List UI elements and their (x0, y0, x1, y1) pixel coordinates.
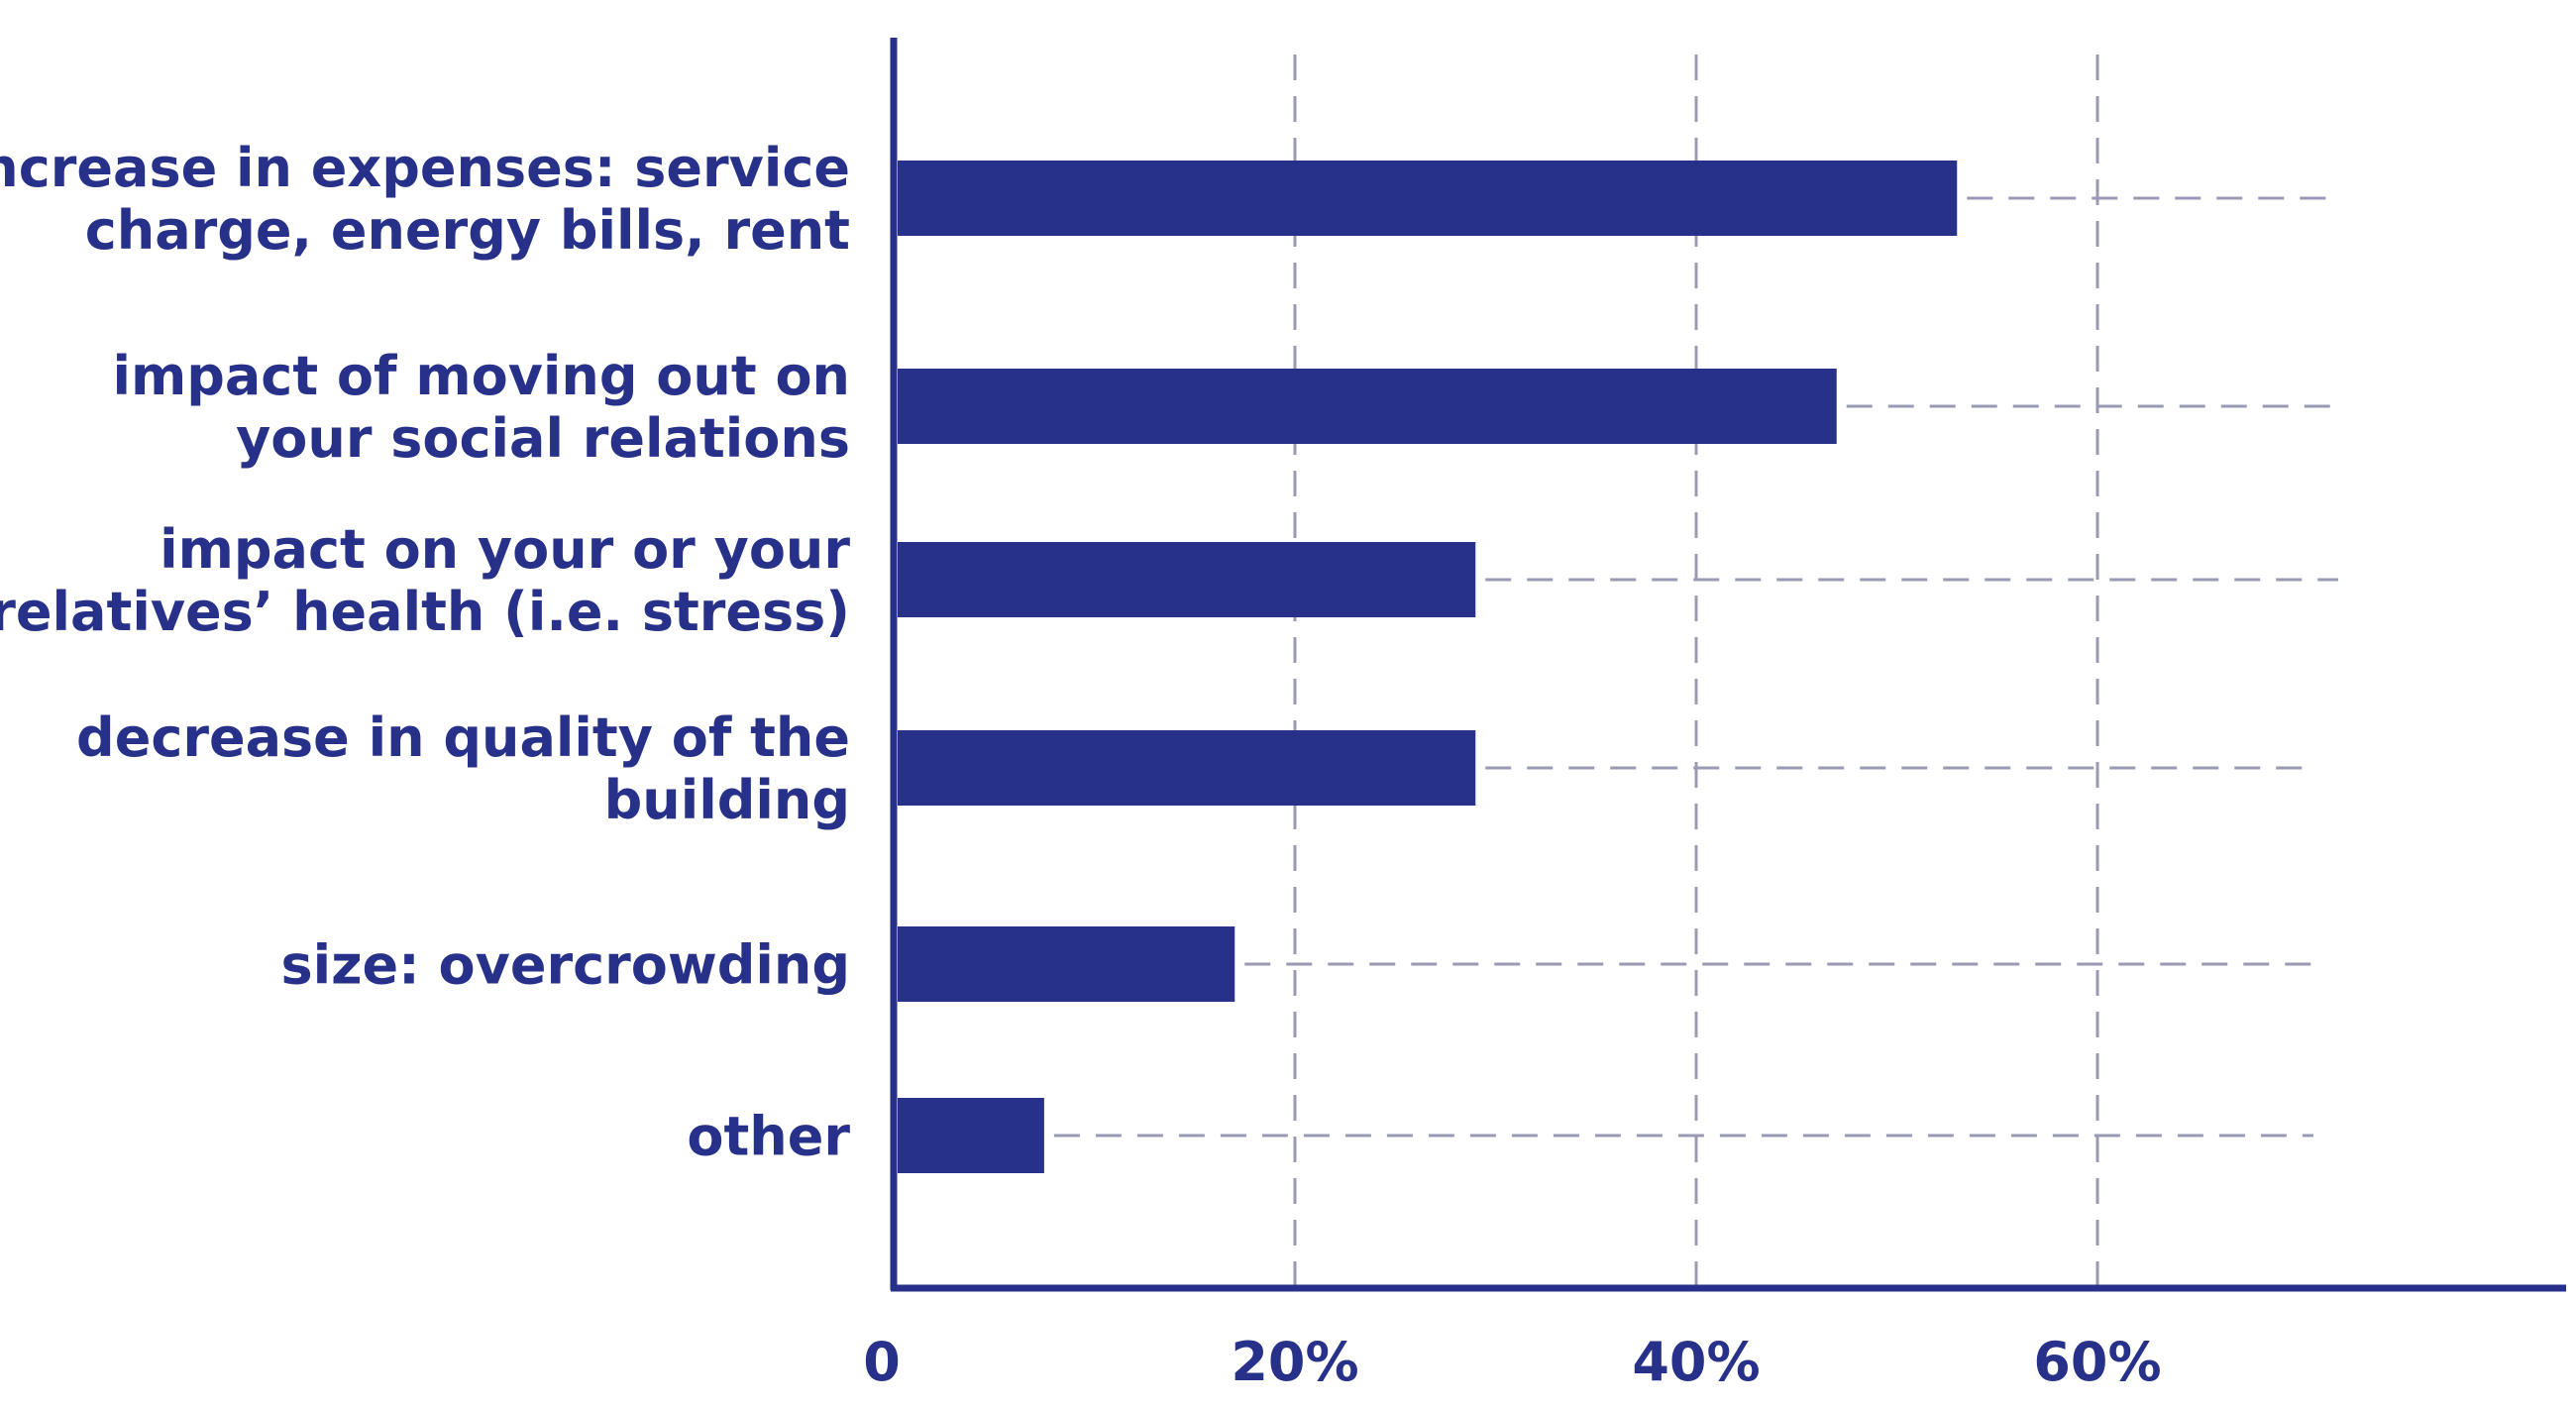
category-label-0-line-1: charge, energy bills, rent (85, 199, 850, 262)
category-label-3-line-1: building (604, 769, 850, 831)
x-tick-label-20: 20% (1231, 1331, 1358, 1393)
category-label-3-line-0: decrease in quality of the (76, 706, 850, 769)
category-label-1-line-1: your social relations (236, 407, 850, 470)
category-label-5-line-0: other (687, 1105, 850, 1167)
bar-2 (898, 542, 1476, 617)
bar-5 (898, 1098, 1044, 1173)
bar-4 (898, 926, 1235, 1002)
x-tick-label-60: 60% (2033, 1331, 2161, 1393)
x-tick-label-40: 40% (1632, 1331, 1760, 1393)
x-tick-label-0: 0 (863, 1331, 901, 1393)
bar-0 (898, 161, 1958, 236)
category-label-0-line-0: increase in expenses: service (0, 137, 850, 199)
bar-1 (898, 369, 1837, 444)
category-label-2-line-1: relatives’ health (i.e. stress) (0, 581, 850, 643)
category-label-2-line-0: impact on your or your (160, 518, 850, 581)
bar-3 (898, 730, 1476, 806)
category-label-4-line-0: size: overcrowding (280, 933, 850, 996)
category-label-1-line-0: impact of moving out on (112, 345, 850, 407)
